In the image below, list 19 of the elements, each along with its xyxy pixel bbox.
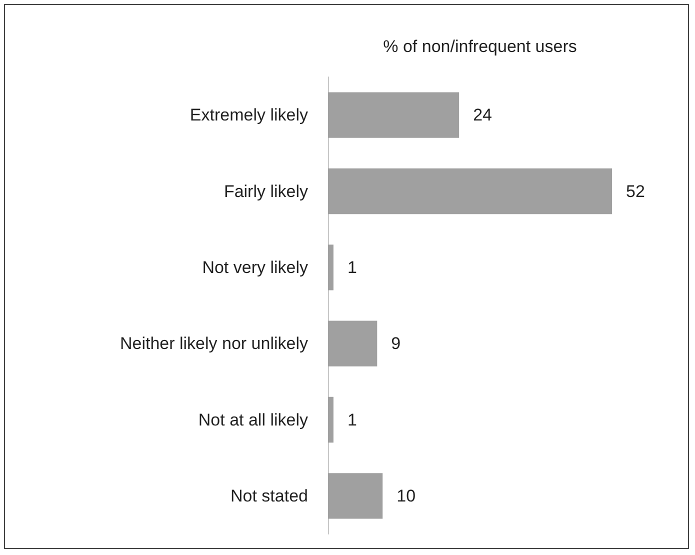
- bar: [328, 168, 612, 214]
- data-label: 1: [347, 258, 357, 277]
- data-label: 24: [473, 106, 492, 125]
- y-tick-label: Not stated: [230, 486, 308, 506]
- bar: [328, 396, 334, 443]
- bar: [328, 473, 383, 519]
- y-tick-label: Not very likely: [202, 258, 308, 277]
- y-tick-label: Neither likely nor unlikely: [120, 334, 308, 354]
- data-label: 52: [626, 182, 645, 201]
- y-tick-label: Extremely likely: [190, 106, 308, 125]
- bar: [328, 244, 334, 290]
- data-label: 9: [391, 334, 401, 354]
- data-label: 1: [347, 410, 357, 430]
- y-tick-label: Fairly likely: [224, 182, 308, 201]
- chart-title: % of non/infrequent users: [383, 37, 577, 56]
- y-tick-label: Not at all likely: [198, 410, 308, 430]
- bar: [328, 320, 378, 366]
- data-label: 10: [396, 486, 416, 506]
- bar: [328, 92, 460, 138]
